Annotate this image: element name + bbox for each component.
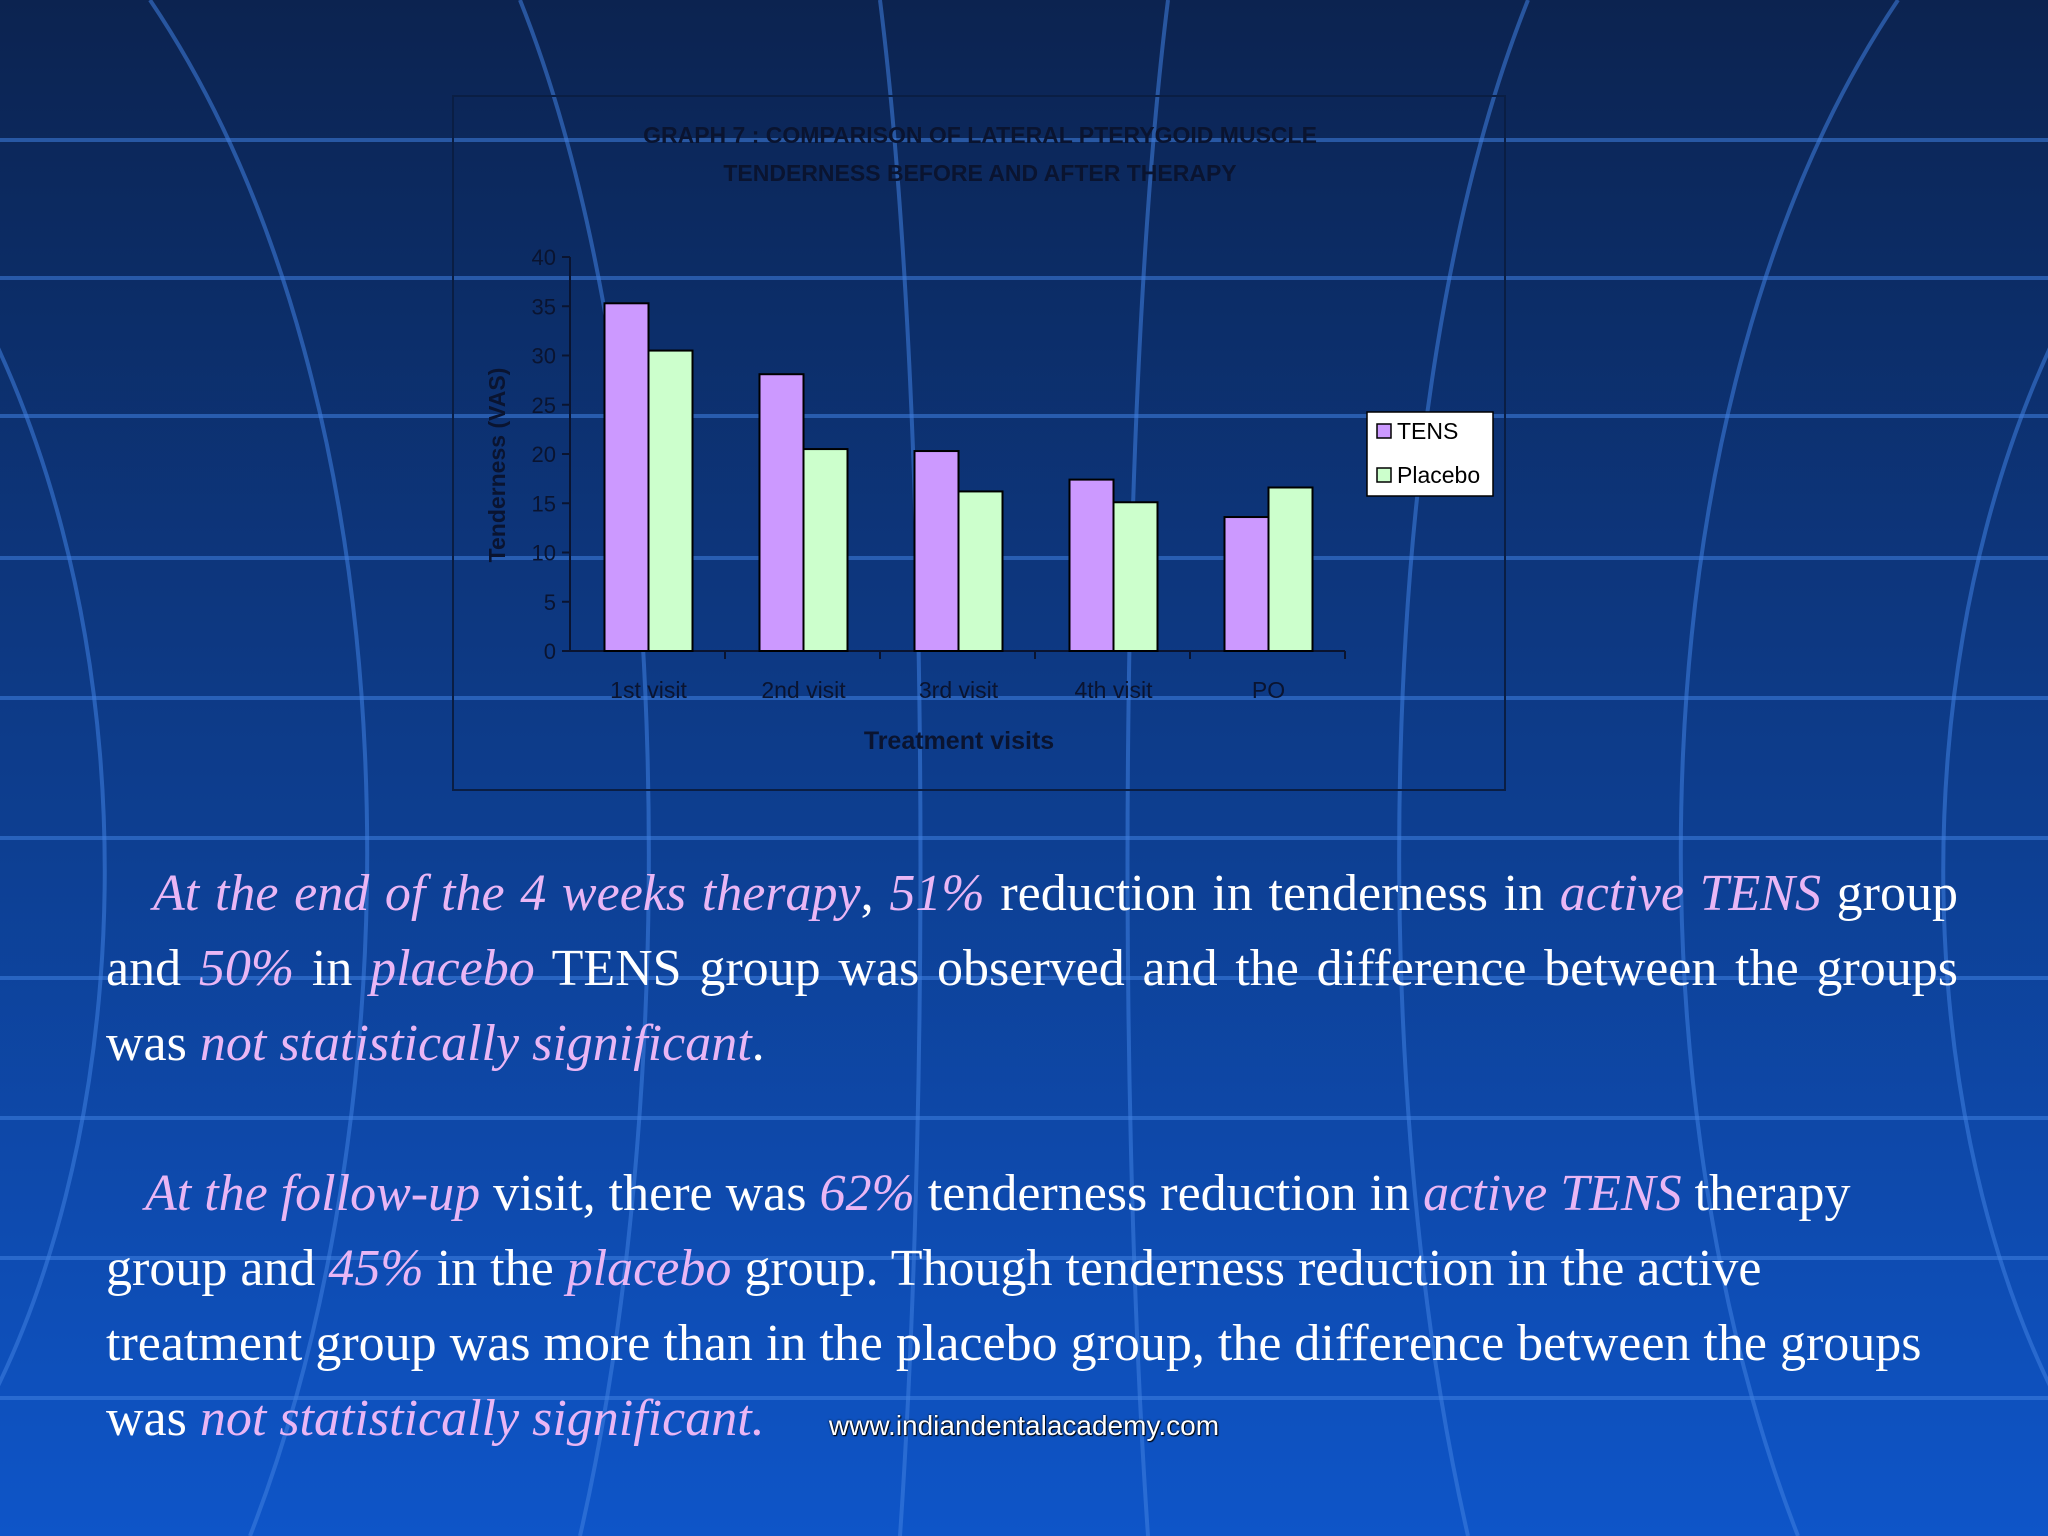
y-tick-label: 25	[532, 393, 556, 418]
body-text: TENS group was observed and the differen…	[106, 940, 1958, 1072]
bar-tens-2	[913, 450, 960, 653]
x-axis-label: Treatment visits	[864, 727, 1054, 755]
legend-swatch-tens	[1376, 423, 1392, 439]
highlight-text: 51%	[889, 865, 985, 922]
body-text: reduction in tenderness in	[984, 865, 1560, 922]
y-tick-label: 35	[532, 294, 556, 319]
body-text: in	[294, 940, 371, 997]
paragraph-1: At the end of the 4 weeks therapy, 51% r…	[106, 856, 1958, 1081]
highlight-text: At the end of the 4 weeks therapy	[153, 865, 861, 922]
chart-title-line-1: GRAPH 7 : COMPARISON OF LATERAL PTERYGOI…	[643, 122, 1317, 148]
highlight-text: active TENS	[1423, 1165, 1682, 1222]
highlight-text: active TENS	[1559, 865, 1821, 922]
highlight-text: not statistically significant.	[199, 1390, 765, 1447]
bar-placebo-0	[647, 349, 694, 652]
highlight-text: not statistically significant	[199, 1015, 752, 1072]
body-text: tenderness reduction in	[914, 1165, 1424, 1222]
highlight-text: placebo	[370, 940, 535, 997]
highlight-text: At the follow-up	[145, 1165, 481, 1222]
body-text: ,	[860, 865, 890, 922]
x-tick-label: 1st visit	[610, 677, 687, 703]
bar-tens-4	[1223, 516, 1270, 652]
highlight-text: placebo	[566, 1240, 732, 1297]
body-text: group and	[106, 865, 1958, 997]
highlight-text: 45%	[328, 1240, 424, 1297]
chart-legend: TENS Placebo	[1366, 411, 1494, 497]
bar-placebo-2	[957, 490, 1004, 652]
watermark-text: www.indiandentalacademy.com	[828, 1410, 1220, 1441]
body-text: group. Though tenderness reduction in th…	[106, 1240, 1922, 1447]
legend-label-tens: TENS	[1397, 418, 1458, 444]
y-tick-label: 0	[544, 639, 556, 664]
x-tick-label: PO	[1252, 677, 1285, 703]
y-tick-label: 15	[532, 491, 556, 516]
body-text: therapy group and	[106, 1165, 1851, 1297]
bar-tens-1	[758, 373, 805, 652]
body-text: in the	[423, 1240, 567, 1297]
y-tick-label: 10	[532, 541, 556, 566]
paragraph-2: At the follow-up visit, there was 62% te…	[106, 1156, 1958, 1456]
plot-area: 0 5 10 15 20 25 30 35 40 1st visit 2nd visit 3rd vi…	[532, 245, 1346, 703]
legend-label-placebo: Placebo	[1397, 462, 1480, 488]
x-tick-label: 3rd visit	[919, 677, 999, 703]
y-tick-label: 40	[532, 245, 556, 270]
legend-swatch-placebo	[1376, 467, 1392, 483]
bar-tens-0	[603, 302, 650, 652]
body-text: visit, there was	[480, 1165, 820, 1222]
bar-placebo-4	[1267, 486, 1314, 652]
y-tick-label: 30	[532, 344, 556, 369]
highlight-text: 62%	[819, 1165, 915, 1222]
x-tick-label: 2nd visit	[761, 677, 846, 703]
x-tick-label: 4th visit	[1075, 677, 1154, 703]
bar-placebo-3	[1112, 501, 1159, 653]
highlight-text: 50%	[198, 940, 295, 997]
bar-placebo-1	[802, 448, 849, 653]
chart-frame	[452, 95, 1506, 791]
y-tick-label: 5	[544, 590, 556, 615]
y-tick-label: 20	[532, 442, 556, 467]
bar-tens-3	[1068, 478, 1115, 652]
chart-title-line-2: TENDERNESS BEFORE AND AFTER THERAPY	[723, 160, 1236, 186]
y-axis-label: Tenderness (VAS)	[484, 368, 510, 563]
body-text: .	[751, 1015, 765, 1072]
